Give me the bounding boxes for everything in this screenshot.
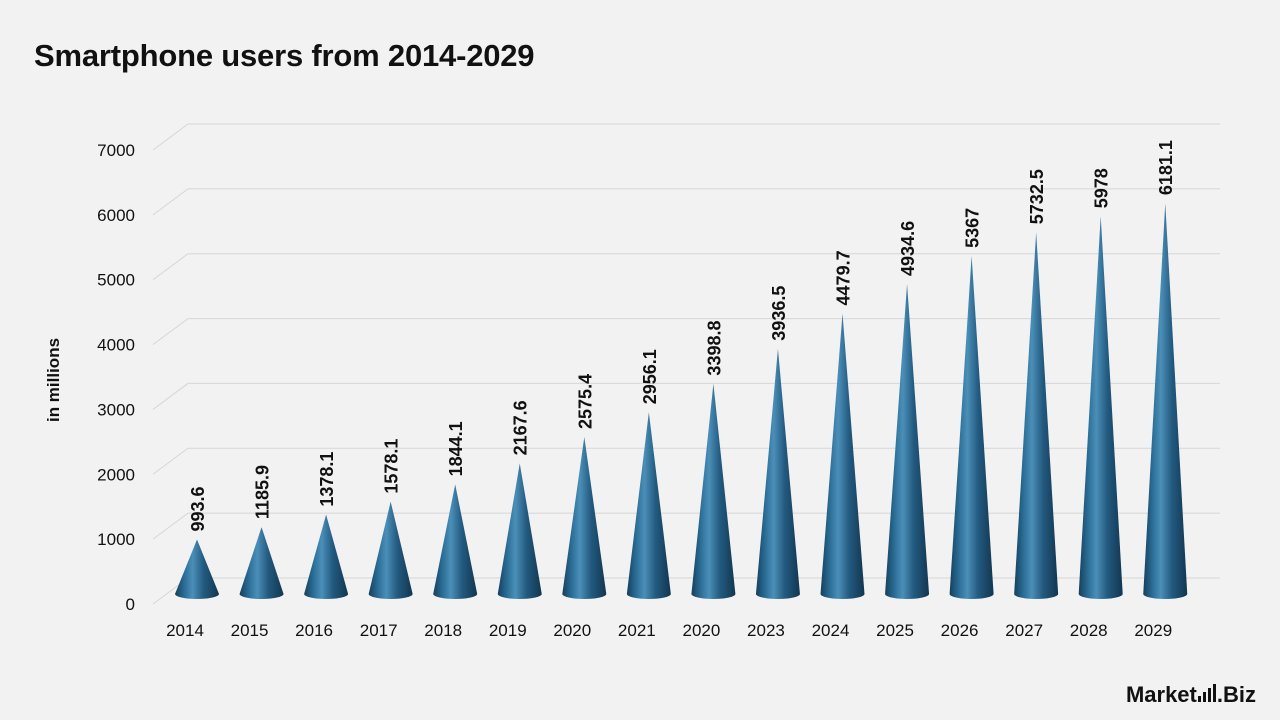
gridline xyxy=(152,318,1220,345)
y-tick-label: 7000 xyxy=(97,141,135,160)
cone xyxy=(626,412,671,599)
x-tick-label: 2025 xyxy=(876,621,914,640)
x-tick-label: 2018 xyxy=(424,621,462,640)
x-tick-label: 2029 xyxy=(1134,621,1172,640)
y-tick-label: 4000 xyxy=(97,336,135,355)
brand-name-right: Biz xyxy=(1223,682,1256,707)
cone xyxy=(368,501,413,599)
value-label: 5367 xyxy=(963,208,983,248)
brand-bars-icon xyxy=(1197,684,1216,702)
cone-body xyxy=(691,383,736,599)
value-label: 6181.1 xyxy=(1156,140,1176,195)
y-tick-label: 1000 xyxy=(97,530,135,549)
x-tick-label: 2016 xyxy=(295,621,333,640)
y-tick-label: 6000 xyxy=(97,206,135,225)
gridline xyxy=(152,447,1220,475)
x-tick-label: 2017 xyxy=(360,621,398,640)
value-label: 5978 xyxy=(1092,168,1112,208)
y-tick-label: 0 xyxy=(126,595,135,614)
value-label: 3936.5 xyxy=(769,286,789,341)
cone xyxy=(755,348,800,599)
y-tick-label: 2000 xyxy=(97,465,135,484)
cone xyxy=(949,255,994,599)
gridline xyxy=(152,382,1220,410)
gridline xyxy=(152,123,1220,151)
x-tick-label: 2027 xyxy=(1005,621,1043,640)
value-label: 993.6 xyxy=(188,487,208,532)
x-tick-label: 2023 xyxy=(747,621,785,640)
value-label: 3398.8 xyxy=(704,321,724,376)
x-tick-label: 2019 xyxy=(489,621,527,640)
value-labels: 993.6 1185.9 1378.1 1578.1 1844.1 2167.6 2575.… xyxy=(188,140,1176,532)
cone-body xyxy=(239,527,284,599)
cone-body xyxy=(497,463,542,599)
gridline xyxy=(152,253,1220,281)
cone-body xyxy=(368,501,413,599)
cone-body xyxy=(626,412,671,599)
cone-body xyxy=(175,539,219,599)
cone-body xyxy=(1143,203,1188,599)
value-label: 4479.7 xyxy=(834,250,854,305)
value-label: 2956.1 xyxy=(640,349,660,404)
value-label: 4934.6 xyxy=(898,221,918,276)
value-label: 2575.4 xyxy=(575,374,595,429)
value-label: 1844.1 xyxy=(446,421,466,476)
y-tick-label: 3000 xyxy=(97,400,135,419)
cone xyxy=(175,539,219,599)
cone xyxy=(433,484,478,599)
gridline xyxy=(152,188,1220,216)
x-tick-label: 2028 xyxy=(1070,621,1108,640)
y-axis-ticks: 0 1000 2000 3000 4000 5000 6000 7000 xyxy=(97,141,135,614)
value-label: 2167.6 xyxy=(511,400,531,455)
gridlines xyxy=(152,123,1220,605)
x-axis-ticks: 2014 2015 2016 2017 2018 2019 2020 2021 2020 2023… xyxy=(166,621,1172,640)
value-label: 1185.9 xyxy=(253,465,273,519)
cone xyxy=(691,383,736,599)
cone-body xyxy=(820,313,865,599)
cone-body xyxy=(755,348,800,599)
value-label: 1378.1 xyxy=(317,452,337,507)
cone-body xyxy=(304,514,349,599)
cone xyxy=(239,527,284,599)
value-label: 1578.1 xyxy=(382,439,402,494)
cone xyxy=(820,313,865,599)
x-tick-label: 2024 xyxy=(812,621,850,640)
gridline xyxy=(152,512,1220,540)
cone xyxy=(562,436,607,599)
x-tick-label: 2015 xyxy=(231,621,269,640)
y-tick-label: 5000 xyxy=(97,271,135,290)
brand-logo: Market . Biz xyxy=(1126,682,1256,708)
x-tick-label: 2020 xyxy=(553,621,591,640)
cone-body xyxy=(1014,232,1059,600)
x-tick-label: 2026 xyxy=(941,621,979,640)
chart-title: Smartphone users from 2014-2029 xyxy=(34,38,535,73)
cone xyxy=(1014,232,1059,600)
cone xyxy=(497,463,542,599)
cone-body xyxy=(433,484,478,599)
cone-body xyxy=(949,255,994,599)
cone-body xyxy=(885,283,930,599)
cone xyxy=(1143,203,1188,599)
x-tick-label: 2020 xyxy=(682,621,720,640)
x-tick-label: 2021 xyxy=(618,621,656,640)
cones xyxy=(175,203,1188,600)
cone xyxy=(1078,216,1123,599)
cone xyxy=(885,283,930,599)
cone-body xyxy=(1078,216,1123,599)
brand-dot: . xyxy=(1216,682,1223,707)
cone xyxy=(304,514,349,599)
value-label: 5732.5 xyxy=(1027,169,1047,224)
x-tick-label: 2014 xyxy=(166,621,204,640)
cone-body xyxy=(562,436,607,599)
brand-name-left: Market xyxy=(1125,682,1197,707)
